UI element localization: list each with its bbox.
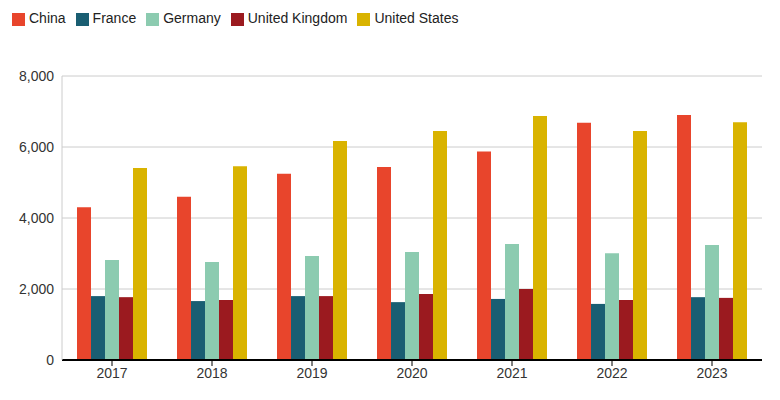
html-text:China: China xyxy=(29,10,66,26)
svg-text:2019: 2019 xyxy=(296,365,327,381)
svg-text:2020: 2020 xyxy=(396,365,427,381)
svg-text:2023: 2023 xyxy=(696,365,727,381)
svg-text:2018: 2018 xyxy=(196,365,227,381)
html-text:United States: United States xyxy=(374,10,459,26)
svg-text:2017: 2017 xyxy=(96,365,127,381)
svg-text:8,000: 8,000 xyxy=(19,68,54,84)
svg-text:4,000: 4,000 xyxy=(19,210,54,226)
svg-text:2,000: 2,000 xyxy=(19,281,54,297)
svg-text:2021: 2021 xyxy=(496,365,527,381)
svg-text:2022: 2022 xyxy=(596,365,627,381)
svg-text:0: 0 xyxy=(46,352,54,368)
html-text:France: France xyxy=(92,10,137,26)
html-text:United Kingdom: United Kingdom xyxy=(247,10,348,26)
html-text:Germany: Germany xyxy=(163,10,221,26)
svg-text:6,000: 6,000 xyxy=(19,139,54,155)
